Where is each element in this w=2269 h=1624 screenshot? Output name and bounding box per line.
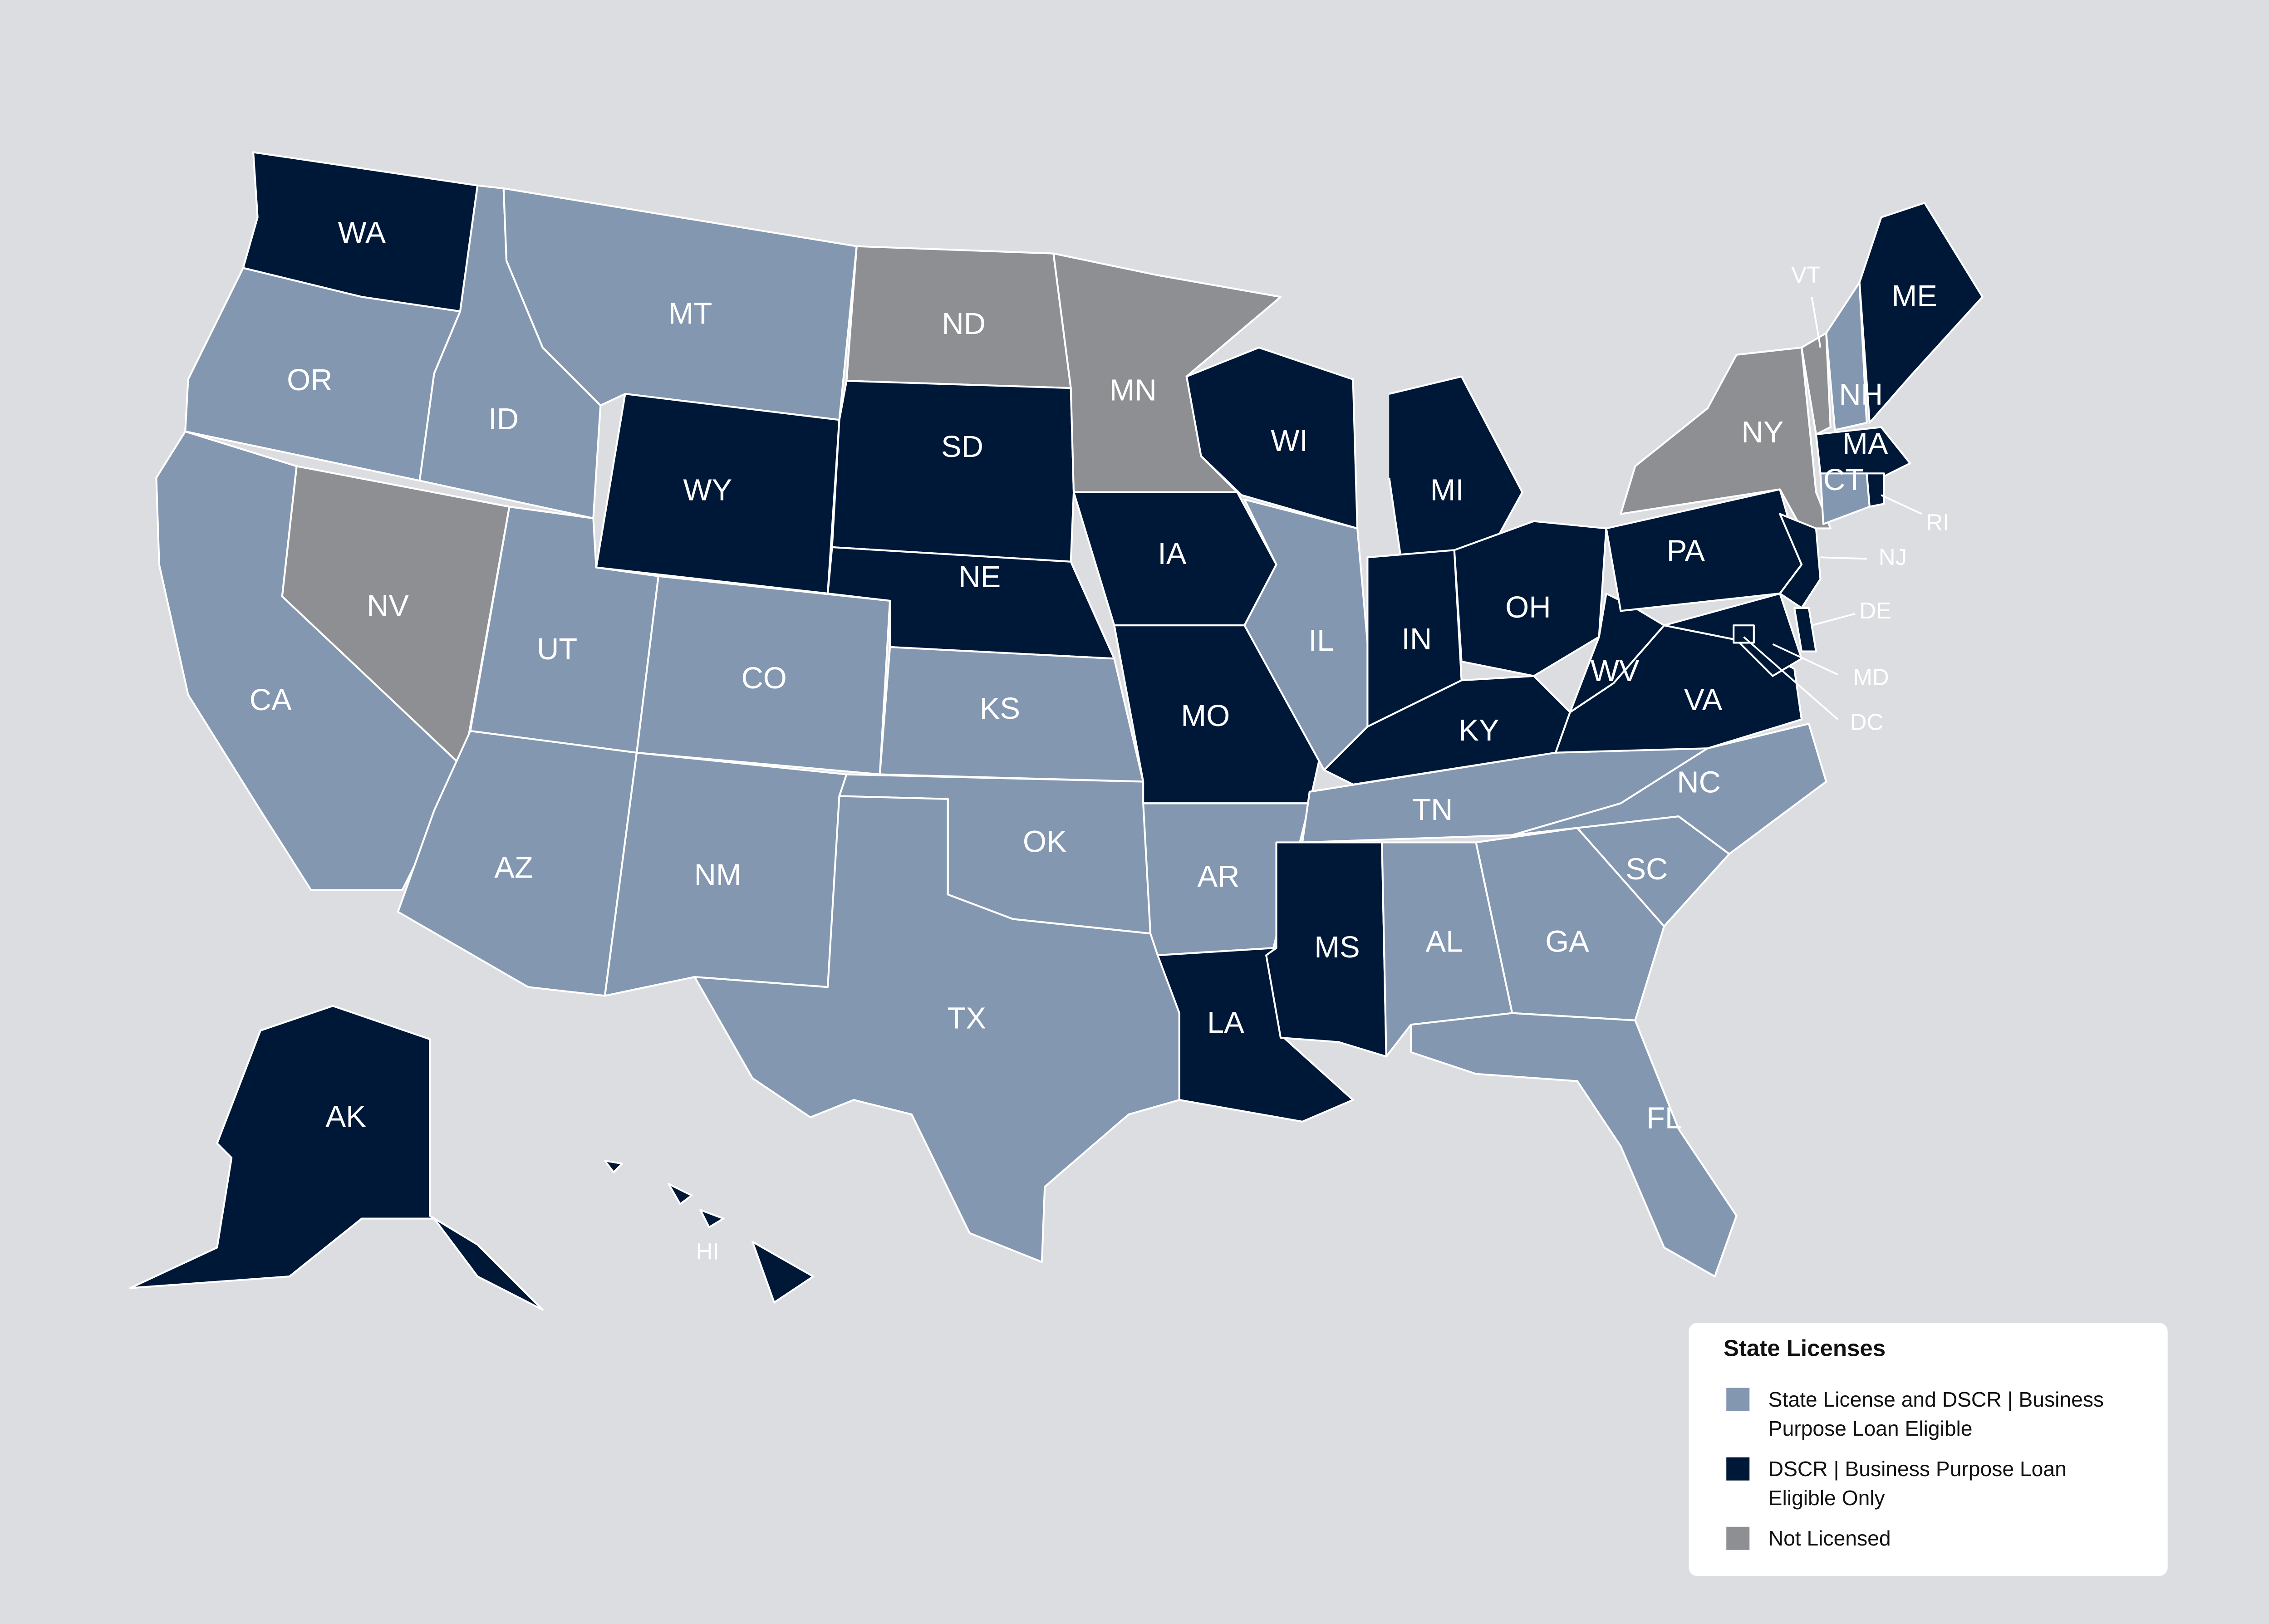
state-label: CT	[1823, 463, 1864, 497]
state-label: NV	[367, 589, 409, 623]
state-label: MS	[1314, 930, 1360, 964]
state-label: MA	[1842, 427, 1888, 461]
state-label: TX	[947, 1001, 986, 1035]
state-label: HI	[696, 1239, 719, 1265]
state-shape	[1815, 426, 1911, 479]
state-shape	[1866, 472, 1885, 508]
state-shape	[693, 795, 1180, 1263]
state-label: NE	[958, 560, 1001, 594]
state-label: MO	[1181, 699, 1230, 733]
legend: State Licenses State License and DSCR | …	[1689, 1323, 2168, 1576]
state-label: KY	[1459, 713, 1499, 747]
state-shape	[1410, 1012, 1738, 1278]
legend-item: State License and DSCR | Business Purpos…	[1724, 1386, 2133, 1444]
state-label: NH	[1839, 378, 1883, 412]
state-label: MD	[1853, 664, 1889, 690]
state-label: NJ	[1879, 544, 1907, 570]
state-label: AR	[1197, 859, 1239, 893]
state-label: NC	[1677, 765, 1721, 800]
state-label: AK	[325, 1099, 366, 1133]
state-label: PA	[1667, 534, 1705, 568]
states	[129, 151, 1984, 1311]
state-label: AL	[1425, 924, 1463, 958]
state-label: GA	[1545, 924, 1589, 958]
state-shape	[1388, 375, 1523, 559]
leader-line	[1811, 296, 1822, 348]
state-label: UT	[537, 632, 577, 666]
state-labels: WA OR CA NV ID MT WY UT AZ CO NM ND SD NE KS OK TX MN IA MO…	[250, 216, 1949, 1265]
state-shape	[1733, 624, 1755, 644]
state-shape	[1825, 281, 1868, 431]
legend-items: State License and DSCR | Business Purpos…	[1724, 1386, 2133, 1554]
state-label: AZ	[494, 851, 533, 885]
leader-line	[1743, 636, 1839, 720]
state-label: TN	[1412, 793, 1453, 827]
state-label: SD	[941, 430, 983, 464]
state-label: WV	[1591, 654, 1640, 688]
legend-item: DSCR | Business Purpose Loan Eligible On…	[1724, 1456, 2133, 1514]
state-shape	[604, 1159, 815, 1304]
leader-line	[1772, 643, 1838, 676]
state-label: OR	[287, 363, 332, 397]
state-shape	[129, 1005, 544, 1311]
state-label: RI	[1926, 509, 1949, 535]
legend-box: State Licenses State License and DSCR | …	[1689, 1323, 2168, 1576]
state-label: MT	[668, 296, 712, 330]
state-shape	[1858, 201, 1984, 424]
state-label: ME	[1892, 279, 1937, 313]
state-label: IA	[1158, 537, 1187, 571]
state-label: SC	[1626, 852, 1668, 886]
legend-swatch	[1726, 1388, 1750, 1411]
state-label: IN	[1401, 622, 1432, 656]
state-label: ND	[942, 307, 986, 341]
state-label: MI	[1430, 473, 1464, 507]
state-label: NY	[1741, 415, 1783, 449]
state-label: VA	[1684, 683, 1723, 717]
state-label: OK	[1023, 824, 1067, 859]
state-label: KS	[980, 692, 1020, 726]
state-label: DC	[1850, 709, 1884, 735]
legend-swatch	[1726, 1526, 1750, 1550]
state-shape	[831, 380, 1075, 563]
state-label: CO	[741, 661, 786, 695]
state-shape	[1511, 722, 1827, 855]
state-label: WA	[338, 216, 386, 250]
legend-label: State License and DSCR | Business Purpos…	[1768, 1389, 2104, 1442]
legend-swatch	[1726, 1457, 1750, 1481]
state-label: WI	[1271, 424, 1308, 458]
state-label: IL	[1308, 623, 1334, 657]
legend-item: Not Licensed	[1724, 1526, 2133, 1555]
legend-title: State Licenses	[1723, 1337, 1886, 1362]
leader-line	[1820, 556, 1867, 560]
state-label: ID	[488, 402, 519, 436]
state-label: MN	[1110, 373, 1157, 407]
state-label: OH	[1505, 590, 1551, 624]
state-label: DE	[1859, 598, 1891, 623]
state-label: NM	[694, 858, 742, 892]
leader-line	[1881, 494, 1922, 515]
legend-label: Not Licensed	[1768, 1528, 1891, 1551]
legend-label: DSCR | Business Purpose Loan Eligible On…	[1768, 1458, 2067, 1511]
state-label: VT	[1791, 262, 1821, 288]
state-label: WY	[683, 473, 732, 507]
leader-line	[1811, 613, 1856, 626]
state-label: FL	[1646, 1101, 1682, 1135]
state-label: LA	[1207, 1006, 1244, 1040]
state-label: CA	[250, 683, 292, 717]
state-shape	[1793, 607, 1817, 653]
